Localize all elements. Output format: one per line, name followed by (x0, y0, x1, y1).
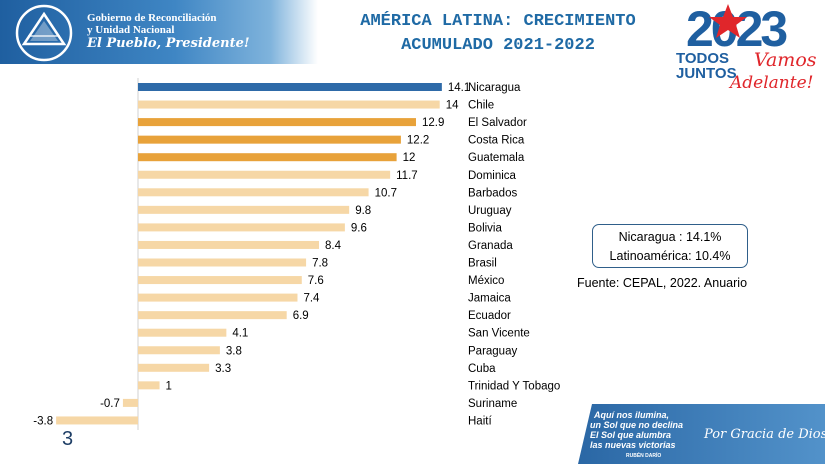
value-label: 7.8 (312, 258, 328, 270)
source-note: Fuente: CEPAL, 2022. Anuario (577, 276, 748, 290)
summary-latam: Latinoamérica: 10.4% (609, 249, 731, 263)
category-label: Granada (468, 240, 513, 252)
bar-dominica (138, 170, 391, 179)
bar-chile (138, 100, 440, 109)
value-label: 14.1 (448, 82, 470, 94)
category-label: El Salvador (468, 117, 527, 129)
footer-verse-2: un Sol que no declina (590, 420, 683, 430)
value-label: 8.4 (325, 240, 342, 252)
bar-cuba (138, 363, 210, 372)
footer-author: RUBÉN DARÍO (626, 451, 661, 459)
value-label: 12 (403, 152, 416, 164)
bar-el-salvador (138, 118, 416, 127)
logo-todos: TODOS (676, 50, 729, 67)
category-label: Guatemala (468, 152, 525, 164)
value-label: 9.6 (351, 222, 367, 234)
bar-guatemala (138, 153, 397, 162)
category-label: Chile (468, 100, 494, 112)
logo-year: 2023 (686, 1, 786, 57)
category-label: Ecuador (468, 310, 511, 322)
bar-trinidad-y-tobago (138, 381, 160, 390)
logo-juntos: JUNTOS (676, 65, 737, 82)
bar-brasil (138, 258, 307, 267)
value-label: 6.9 (293, 310, 309, 322)
bar-haití (56, 416, 138, 425)
logo-vamos: Vamos (754, 49, 817, 71)
value-label: 1 (166, 380, 172, 392)
category-label: Trinidad Y Tobago (468, 380, 560, 392)
value-label: 9.8 (355, 205, 371, 217)
government-name-line2: y Unidad Nacional (87, 24, 175, 36)
value-label: 14 (446, 100, 459, 112)
footer-verse-1: Aquí nos ilumina, (593, 410, 669, 420)
government-emblem-logo (15, 4, 73, 62)
value-label: 3.3 (215, 363, 231, 375)
value-label: 10.7 (375, 187, 397, 199)
logo-adelante: Adelante! (728, 73, 813, 93)
page-number: 3 (62, 428, 74, 450)
bar-uruguay (138, 205, 350, 214)
category-label: Uruguay (468, 205, 512, 217)
todos-juntos-2023-logo: 2023 TODOS JUNTOS Vamos Adelante! (676, 1, 817, 93)
value-label: 12.9 (422, 117, 444, 129)
category-label: Brasil (468, 258, 497, 270)
category-label: Nicaragua (468, 82, 521, 94)
bar-costa-rica (138, 135, 401, 144)
value-label: 12.2 (407, 135, 429, 147)
bar-suriname (122, 398, 138, 407)
footer-verse-4: las nuevas victorias (590, 440, 676, 450)
category-label: México (468, 275, 504, 287)
category-label: Jamaica (468, 293, 511, 305)
bar-paraguay (138, 346, 220, 355)
category-label: Haití (468, 415, 492, 427)
category-label: Barbados (468, 187, 517, 199)
category-label: Cuba (468, 363, 496, 375)
value-label: 3.8 (226, 345, 242, 357)
bar-nicaragua (138, 83, 442, 91)
value-label: 11.7 (396, 170, 418, 182)
bar-san-vicente (138, 328, 227, 337)
bar-barbados (138, 188, 369, 197)
value-label: -3.8 (33, 415, 53, 427)
bar-bolivia (138, 223, 345, 232)
bar-méxico (138, 276, 302, 285)
bar-ecuador (138, 311, 287, 320)
category-label: Suriname (468, 398, 517, 410)
title-line-2: ACUMULADO 2021-2022 (401, 36, 595, 55)
category-label: San Vicente (468, 328, 530, 340)
summary-nicaragua: Nicaragua : 14.1% (618, 230, 722, 244)
category-label: Paraguay (468, 345, 517, 357)
value-label: 4.1 (232, 328, 248, 340)
government-name-line1: Gobierno de Reconciliación (87, 12, 217, 24)
value-label: -0.7 (100, 398, 120, 410)
footer-banner: Aquí nos ilumina, un Sol que no declina … (578, 404, 825, 464)
slide-title: AMÉRICA LATINA: CRECIMIENTO ACUMULADO 20… (318, 10, 678, 58)
summary-box: Nicaragua : 14.1% Latinoamérica: 10.4% (592, 224, 748, 268)
footer-script: Por Gracia de Dios! (703, 427, 825, 442)
bar-jamaica (138, 293, 298, 302)
category-label: Costa Rica (468, 135, 525, 147)
category-label: Dominica (468, 170, 517, 182)
footer-verse-3: El Sol que alumbra (590, 430, 671, 440)
value-label: 7.4 (303, 293, 320, 305)
bar-granada (138, 240, 320, 249)
category-label: Bolivia (468, 222, 502, 234)
title-line-1: AMÉRICA LATINA: CRECIMIENTO (360, 12, 636, 31)
value-label: 7.6 (308, 275, 324, 287)
header-band: Gobierno de Reconciliación y Unidad Naci… (0, 0, 318, 64)
government-slogan: El Pueblo, Presidente! (87, 36, 250, 51)
